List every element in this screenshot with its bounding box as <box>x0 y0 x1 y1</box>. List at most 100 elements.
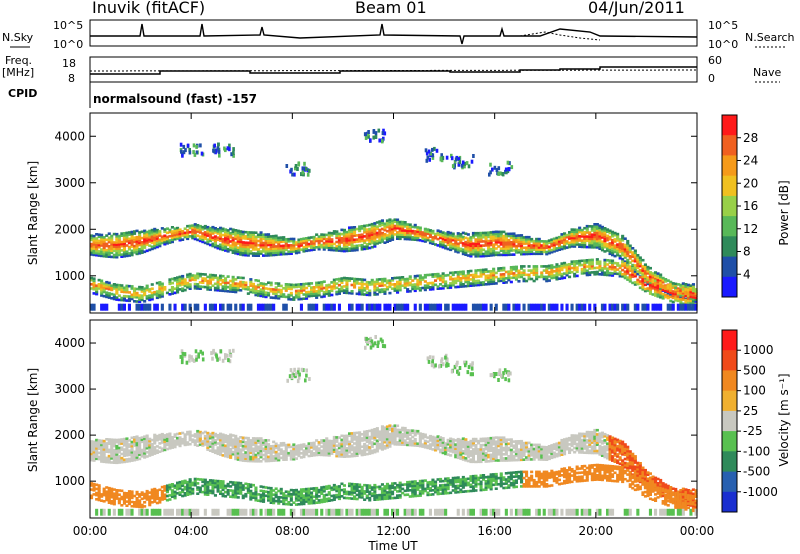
power-cell <box>474 275 478 279</box>
power-cell <box>393 276 397 280</box>
power-cell <box>122 286 126 290</box>
power-cell <box>259 303 263 311</box>
vel-cell <box>216 433 220 437</box>
power-cell <box>499 239 503 242</box>
power-cell <box>287 244 291 247</box>
power-cell <box>236 238 240 241</box>
power-cell <box>633 257 637 261</box>
power-cell <box>234 229 238 232</box>
power-cell <box>140 296 144 300</box>
power-cell <box>363 241 367 244</box>
power-cell <box>122 236 126 239</box>
power-cell <box>520 265 524 268</box>
power-cell <box>178 288 182 291</box>
power-cell <box>552 241 556 245</box>
power-cell <box>671 284 675 287</box>
power-cell <box>97 243 101 247</box>
power-cell <box>613 303 617 311</box>
power-cell <box>135 287 139 291</box>
power-cell <box>694 296 698 300</box>
power-cell <box>646 303 650 311</box>
power-cell <box>358 290 362 294</box>
power-cell <box>272 251 276 255</box>
power-cell <box>236 288 240 292</box>
power-cell <box>163 286 167 289</box>
power-cell <box>451 271 455 274</box>
power-cell <box>471 234 475 237</box>
vel-cell <box>97 447 101 450</box>
vel-cell <box>239 488 243 491</box>
vel-cell <box>97 498 101 502</box>
vel-cell <box>110 442 114 446</box>
power-cell <box>130 243 134 246</box>
power-cell <box>578 259 582 263</box>
power-cell <box>198 237 202 241</box>
vel-cell <box>97 490 101 493</box>
power-cell <box>570 228 574 231</box>
vel-cell <box>203 478 207 482</box>
power-cell <box>651 274 655 277</box>
power-cell <box>585 231 589 234</box>
power-cell <box>413 238 417 241</box>
power-cell <box>160 282 164 286</box>
power-cell <box>312 303 316 311</box>
vel-cell <box>135 501 139 504</box>
power-cell <box>487 250 491 253</box>
power-ytick-label: 3000 <box>54 176 85 190</box>
vel-cell <box>236 483 240 487</box>
vel-cell <box>239 492 243 495</box>
power-cell <box>135 252 139 256</box>
power-cell <box>125 252 129 256</box>
power-cell <box>570 243 574 246</box>
vel-cell <box>130 504 134 508</box>
power-cell <box>130 230 134 234</box>
power-cell <box>611 247 615 250</box>
power-cell <box>396 222 400 226</box>
power-cell <box>219 278 223 282</box>
power-cell <box>396 289 400 292</box>
vel-cell <box>206 483 210 486</box>
power-cell <box>621 262 625 266</box>
power-cell <box>350 240 354 244</box>
power-cell <box>459 281 463 284</box>
power-cell <box>259 290 263 293</box>
power-cell <box>439 240 443 244</box>
power-cell <box>547 249 551 253</box>
power-cell <box>107 232 111 235</box>
power-cell <box>585 271 589 275</box>
power-cell <box>517 240 521 244</box>
vel-cell <box>112 461 116 464</box>
power-cell <box>593 266 597 270</box>
vel-cell <box>244 442 248 446</box>
vel-cell <box>256 447 260 451</box>
power-cell <box>444 238 448 242</box>
power-cell <box>107 249 111 252</box>
power-cell <box>143 250 147 254</box>
vel-cell <box>274 495 278 499</box>
power-cell <box>484 235 488 239</box>
power-cell <box>555 242 559 246</box>
power-cell <box>322 246 326 249</box>
power-cell <box>133 249 137 252</box>
power-cell <box>186 275 190 279</box>
power-cell <box>550 244 554 248</box>
power-cell <box>580 230 584 234</box>
vel-cell <box>140 505 144 509</box>
power-cell <box>279 238 283 241</box>
power-cell <box>325 290 329 293</box>
power-cell <box>92 285 96 289</box>
vel-cell <box>284 452 288 455</box>
power-cell <box>140 236 144 240</box>
vel-cell <box>107 456 111 460</box>
power-cell <box>186 283 190 287</box>
power-cell <box>633 249 637 253</box>
power-cell <box>681 294 685 298</box>
power-cell <box>112 241 116 244</box>
power-cell <box>431 287 435 291</box>
power-cell <box>95 288 99 292</box>
power-cell <box>656 274 660 277</box>
power-cell <box>337 234 341 238</box>
power-cell <box>115 249 119 253</box>
power-cell <box>213 286 217 290</box>
vel-cell <box>282 498 286 501</box>
